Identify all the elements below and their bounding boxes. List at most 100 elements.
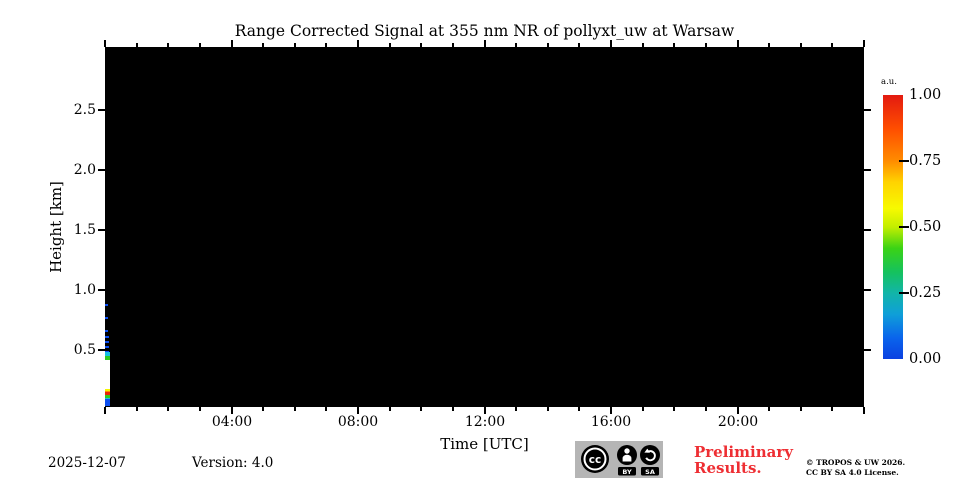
colorbar-tick <box>899 160 909 162</box>
x-minor-tick-top <box>768 43 770 47</box>
heatmap-plot-area <box>105 47 864 407</box>
signal-profile-segment <box>105 389 110 392</box>
x-major-tick-top <box>863 40 865 47</box>
x-minor-tick-top <box>578 43 580 47</box>
x-minor-tick-top <box>262 43 264 47</box>
cc-icon: cc <box>581 445 609 473</box>
footer-version: Version: 4.0 <box>192 455 274 471</box>
signal-profile-segment <box>105 356 110 360</box>
x-major-tick <box>737 407 739 414</box>
x-minor-tick-top <box>420 43 422 47</box>
x-major-tick <box>357 407 359 414</box>
colorbar-tick-label: 0.75 <box>909 153 942 169</box>
colorbar-tick <box>899 292 909 294</box>
y-tick-label: 2.0 <box>73 162 96 178</box>
copyright-note: © TROPOS & UW 2026. CC BY SA 4.0 License… <box>806 458 905 477</box>
y-major-tick-right <box>864 229 871 231</box>
x-minor-tick-top <box>515 43 517 47</box>
signal-profile-segment <box>105 359 110 389</box>
chart-title: Range Corrected Signal at 355 nm NR of p… <box>234 22 735 40</box>
colorbar-tick-label: 0.50 <box>909 219 942 235</box>
x-minor-tick <box>420 407 422 411</box>
x-axis-title: Time [UTC] <box>440 435 529 453</box>
colorbar-tick-label: 0.00 <box>909 351 942 367</box>
signal-profile-segment <box>105 395 110 398</box>
cc-by-sa-badge: cc BY SA <box>575 441 663 478</box>
x-minor-tick <box>578 407 580 411</box>
y-tick-label: 1.0 <box>73 282 96 298</box>
y-major-tick-right <box>864 109 871 111</box>
y-major-tick <box>98 109 105 111</box>
x-major-tick-top <box>610 40 612 47</box>
x-minor-tick-top <box>642 43 644 47</box>
x-minor-tick <box>673 407 675 411</box>
x-major-tick <box>484 407 486 414</box>
y-major-tick-right <box>864 169 871 171</box>
x-tick-label: 20:00 <box>717 414 759 430</box>
x-tick-label: 08:00 <box>337 414 379 430</box>
x-minor-tick <box>515 407 517 411</box>
svg-text:BY: BY <box>622 468 632 476</box>
signal-profile-segment <box>105 397 110 400</box>
x-minor-tick <box>262 407 264 411</box>
x-minor-tick-top <box>673 43 675 47</box>
x-minor-tick-top <box>452 43 454 47</box>
x-major-tick-top <box>737 40 739 47</box>
signal-profile-segment <box>105 335 109 353</box>
x-major-tick <box>104 407 106 414</box>
x-minor-tick-top <box>389 43 391 47</box>
x-minor-tick <box>800 407 802 411</box>
copyright-line-2: CC BY SA 4.0 License. <box>806 467 899 477</box>
y-tick-label: 2.5 <box>73 102 96 118</box>
x-minor-tick-top <box>800 43 802 47</box>
x-tick-label: 16:00 <box>590 414 632 430</box>
y-tick-label: 1.5 <box>73 222 96 238</box>
x-minor-tick-top <box>547 43 549 47</box>
x-minor-tick-top <box>294 43 296 47</box>
x-major-tick-top <box>484 40 486 47</box>
x-minor-tick <box>325 407 327 411</box>
x-minor-tick <box>705 407 707 411</box>
signal-profile-segment <box>105 352 110 356</box>
y-major-tick <box>98 169 105 171</box>
x-minor-tick <box>768 407 770 411</box>
colorbar <box>883 95 903 359</box>
x-major-tick-top <box>104 40 106 47</box>
colorbar-tick-label: 0.25 <box>909 285 942 301</box>
y-major-tick <box>98 229 105 231</box>
y-major-tick-right <box>864 289 871 291</box>
preliminary-line-2: Results. <box>694 459 762 477</box>
x-minor-tick <box>831 407 833 411</box>
x-minor-tick <box>167 407 169 411</box>
signal-profile-segment <box>105 391 110 393</box>
footer-date: 2025-12-07 <box>48 455 126 471</box>
x-minor-tick-top <box>325 43 327 47</box>
colorbar-tick <box>899 226 909 228</box>
x-minor-tick-top <box>831 43 833 47</box>
x-minor-tick <box>642 407 644 411</box>
x-tick-label: 04:00 <box>211 414 253 430</box>
x-minor-tick <box>136 407 138 411</box>
y-tick-label: 0.5 <box>73 342 96 358</box>
signal-profile-segment <box>105 399 110 407</box>
cc-by-sa-badge-graphic: cc BY SA <box>575 441 663 478</box>
x-major-tick <box>610 407 612 414</box>
x-major-tick-top <box>231 40 233 47</box>
copyright-line-1: © TROPOS & UW 2026. <box>806 458 906 467</box>
x-major-tick-top <box>357 40 359 47</box>
colorbar-unit-label: a.u. <box>881 77 897 87</box>
preliminary-results-note: Preliminary Results. <box>694 444 793 476</box>
x-minor-tick-top <box>705 43 707 47</box>
y-axis-title: Height [km] <box>47 181 65 273</box>
x-major-tick <box>231 407 233 414</box>
x-minor-tick <box>452 407 454 411</box>
preliminary-line-1: Preliminary <box>694 443 793 461</box>
x-major-tick <box>863 407 865 414</box>
signal-profile-segment <box>105 392 110 395</box>
x-minor-tick-top <box>199 43 201 47</box>
by-icon: BY <box>617 445 637 476</box>
x-tick-label: 12:00 <box>464 414 506 430</box>
svg-text:SA: SA <box>645 468 655 476</box>
signal-profile-segment <box>105 304 108 336</box>
colorbar-tick-label: 1.00 <box>909 87 942 103</box>
